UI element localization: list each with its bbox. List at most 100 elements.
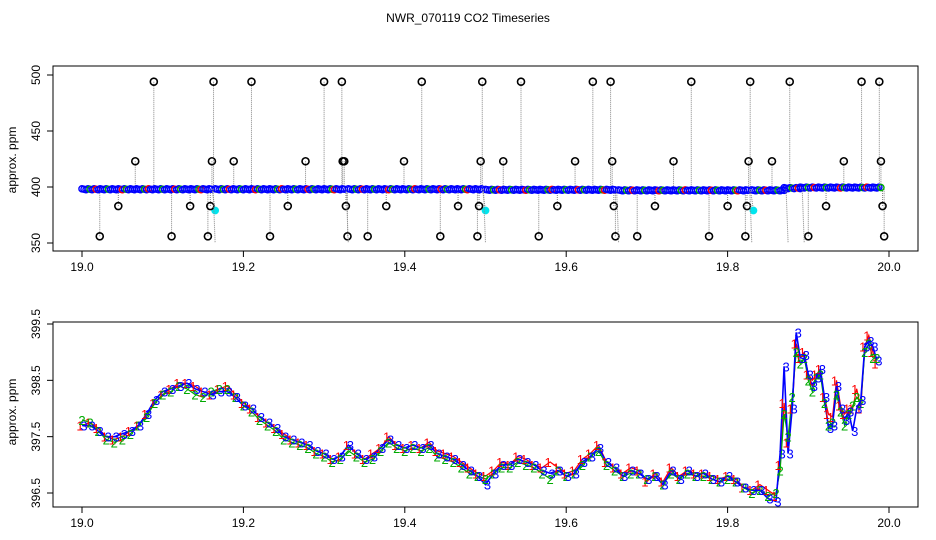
series-marker-3: 3: [815, 371, 822, 386]
outlier-point: [516, 77, 526, 87]
outlier-point: [553, 201, 562, 211]
highlight-stem: [749, 189, 754, 211]
series-marker-3: 3: [782, 359, 789, 374]
series-marker-3: 3: [859, 393, 866, 408]
series-marker-3: 3: [855, 402, 862, 417]
series-marker-3: 3: [811, 379, 818, 394]
series-marker-1: 1: [698, 466, 705, 481]
series-marker-1: 1: [415, 441, 422, 456]
series-marker-3: 3: [484, 478, 491, 493]
bottom-x-tick-label: 19.4: [393, 516, 417, 530]
series-marker-3: 3: [669, 463, 676, 478]
series-marker-1: 1: [165, 382, 172, 397]
series-marker-1: 1: [383, 430, 390, 445]
series-marker-2: 2: [587, 449, 594, 464]
series-marker-1: 1: [456, 455, 463, 470]
outlier-point: [879, 231, 889, 241]
series-marker-1: 1: [133, 418, 140, 433]
bottom-y-axis-label: approx. ppm: [5, 379, 19, 446]
series-marker-3: 3: [387, 432, 394, 447]
series-marker-2: 2: [393, 441, 400, 456]
series-marker-1: 1: [407, 438, 414, 453]
series-marker-1: 1: [488, 463, 495, 478]
series-marker-2: 2: [522, 458, 529, 473]
series-marker-3: 3: [169, 382, 176, 397]
series-marker-3: 3: [847, 404, 854, 419]
outlier-point: [343, 231, 352, 241]
series-marker-3: 3: [266, 416, 273, 431]
series-marker-2: 2: [320, 449, 327, 464]
series-marker-1: 1: [617, 466, 624, 481]
series-marker-3: 3: [395, 438, 402, 453]
series-marker-2: 2: [817, 368, 824, 383]
series-marker-3: 3: [226, 385, 233, 400]
series-marker-2: 2: [288, 435, 295, 450]
series-marker-1: 1: [101, 430, 108, 445]
series-marker-1: 1: [863, 328, 870, 343]
series-marker-2: 2: [151, 396, 158, 411]
series-marker-2: 2: [401, 444, 408, 459]
series-marker-1: 1: [431, 444, 438, 459]
series-marker-1: 1: [649, 466, 656, 481]
series-marker-2: 2: [865, 337, 872, 352]
series-marker-1: 1: [601, 455, 608, 470]
series-marker-3: 3: [476, 469, 483, 484]
series-marker-3: 3: [799, 351, 806, 366]
series-marker-2: 2: [458, 461, 465, 476]
series-marker-2: 2: [264, 418, 271, 433]
series-marker-1: 1: [359, 452, 366, 467]
series-marker-3: 3: [803, 348, 810, 363]
bottom-x-tick-label: 19.8: [716, 516, 740, 530]
top-x-tick-label: 19.0: [70, 260, 94, 274]
series-marker-2: 2: [498, 461, 505, 476]
series-marker-1: 1: [391, 438, 398, 453]
series-marker-3: 3: [460, 458, 467, 473]
series-marker-3: 3: [843, 413, 850, 428]
series-marker-1: 1: [286, 432, 293, 447]
series-marker-1: 1: [302, 438, 309, 453]
series-marker-3: 3: [637, 466, 644, 481]
top-x-tick-label: 20.0: [877, 260, 901, 274]
series-line-1: [81, 333, 878, 497]
series-marker-3: 3: [290, 432, 297, 447]
outlier-point: [265, 231, 275, 241]
outlier-point: [498, 156, 508, 166]
series-marker-3: 3: [524, 455, 531, 470]
series-marker-3: 3: [678, 472, 685, 487]
series-marker-2: 2: [191, 387, 198, 402]
series-marker-1: 1: [310, 444, 317, 459]
series-marker-2: 2: [143, 410, 150, 425]
series-marker-2: 2: [627, 466, 634, 481]
series-marker-3: 3: [468, 463, 475, 478]
series-marker-3: 3: [875, 354, 882, 369]
series-marker-1: 1: [799, 345, 806, 360]
series-marker-2: 2: [409, 441, 416, 456]
series-marker-2: 2: [595, 444, 602, 459]
series-marker-3: 3: [218, 385, 225, 400]
series-marker-2: 2: [506, 461, 513, 476]
series-marker-3: 3: [621, 469, 628, 484]
bottom-x-tick-label: 20.0: [877, 516, 901, 530]
series-marker-2: 2: [667, 466, 674, 481]
series-marker-3: 3: [363, 452, 370, 467]
series-marker-2: 2: [861, 345, 868, 360]
top-panel: approx. ppm 19.0 19.2 19.4 19.6 19.8 20.0 350…: [5, 65, 919, 274]
bottom-y-tick-label: 397.5: [29, 421, 43, 451]
series-marker-3: 3: [516, 452, 523, 467]
series-marker-1: 1: [544, 455, 551, 470]
series-marker-3: 3: [129, 424, 136, 439]
series-marker-2: 2: [676, 472, 683, 487]
series-marker-3: 3: [734, 475, 741, 490]
outlier-point: [167, 231, 176, 241]
series-marker-2: 2: [813, 371, 820, 386]
series-marker-1: 1: [577, 452, 584, 467]
series-marker-1: 1: [778, 396, 785, 411]
series-marker-2: 2: [740, 480, 747, 495]
series-marker-2: 2: [635, 466, 642, 481]
series-marker-3: 3: [210, 387, 217, 402]
outlier-point: [570, 156, 580, 166]
series-marker-2: 2: [748, 486, 755, 501]
series-marker-3: 3: [113, 430, 120, 445]
outlier-point: [363, 231, 372, 241]
